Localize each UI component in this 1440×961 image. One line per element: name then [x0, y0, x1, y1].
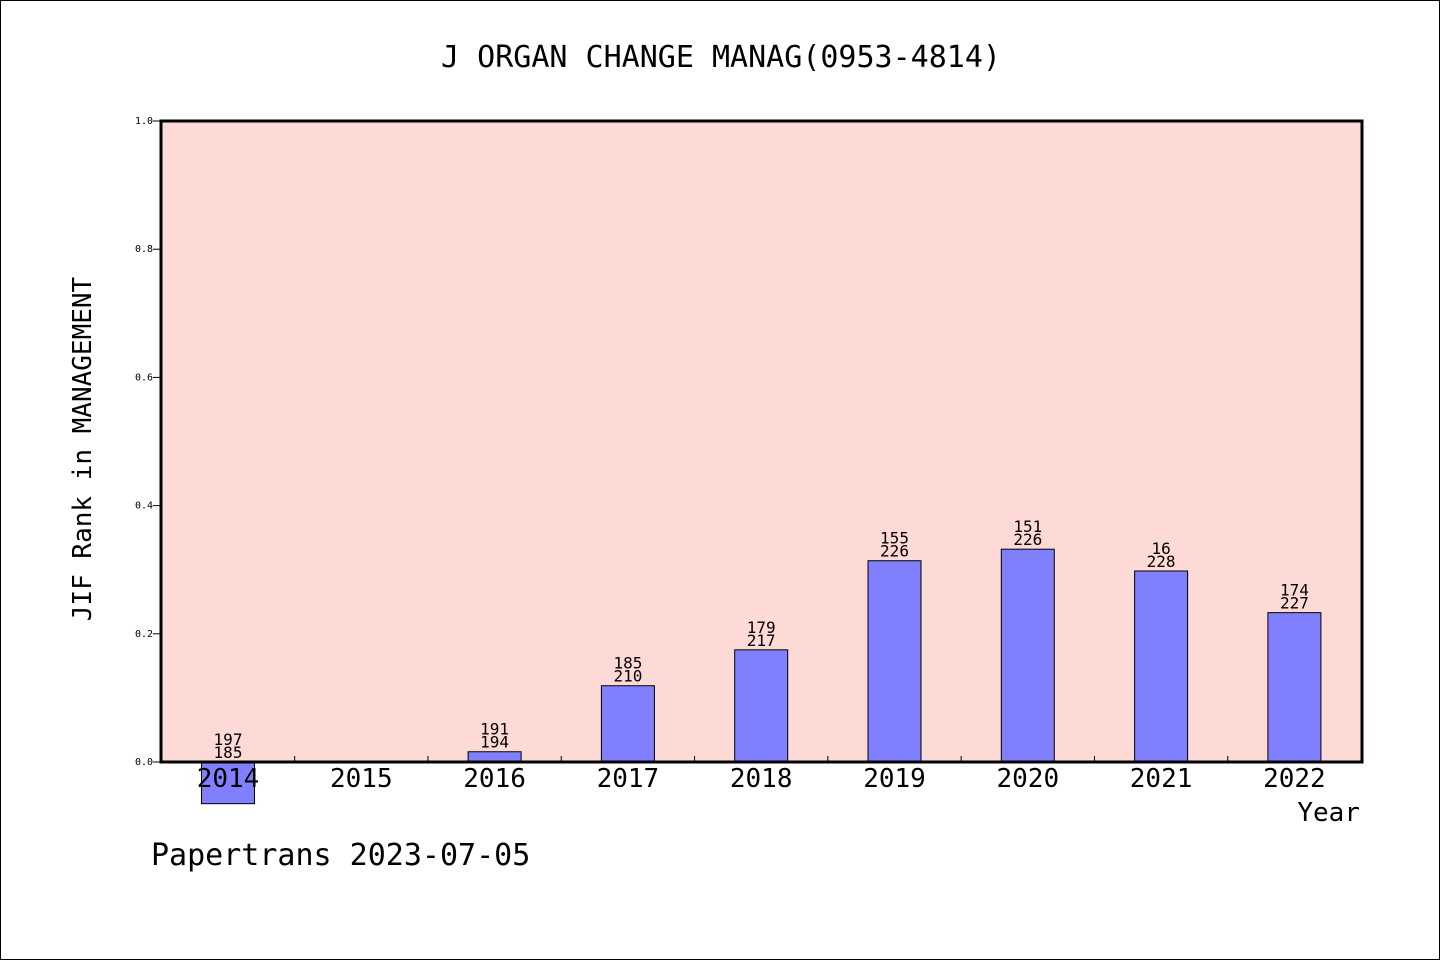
footer-credit: Papertrans 2023-07-05 — [151, 838, 530, 873]
bar-label-total-2019: 226 — [880, 542, 909, 561]
bar-label-rank-2014: 197 — [214, 730, 243, 749]
y-tick-label: 0.0 — [135, 757, 153, 768]
bar-2014 — [201, 761, 255, 805]
y-tick-label: 0.6 — [135, 372, 153, 383]
bar-2018 — [734, 649, 789, 763]
y-tick-label: 0.8 — [135, 244, 153, 255]
bar-2019 — [867, 560, 922, 763]
y-axis-label: JIF Rank in MANAGEMENT — [68, 276, 98, 621]
y-tick-label: 1.0 — [135, 116, 153, 127]
bar-label-rank-2022: 174 — [1280, 581, 1309, 600]
bar-label-total-2016: 194 — [480, 733, 509, 752]
x-axis-label: Year — [1297, 798, 1360, 828]
plot-border — [159, 119, 1364, 764]
x-tick-label-2018: 2018 — [730, 764, 793, 794]
bar-label-rank-2021: 16 — [1151, 539, 1170, 558]
bar-label-total-2017: 210 — [613, 667, 642, 686]
x-tick-label-2014: 2014 — [197, 764, 260, 794]
x-tick-label-2021: 2021 — [1130, 764, 1193, 794]
x-tick-label-2015: 2015 — [330, 764, 393, 794]
x-tick-label-2019: 2019 — [863, 764, 926, 794]
x-tick-label-2016: 2016 — [463, 764, 526, 794]
bar-2022 — [1267, 612, 1322, 763]
bar-label-rank-2017: 185 — [613, 654, 642, 673]
x-tick-label-2022: 2022 — [1263, 764, 1326, 794]
y-tick-label: 0.4 — [135, 501, 153, 512]
chart-title: J ORGAN CHANGE MANAG(0953-4814) — [441, 40, 1001, 75]
bar-2021 — [1134, 570, 1189, 763]
bar-label-total-2014: 185 — [214, 743, 243, 762]
x-tick-label-2017: 2017 — [597, 764, 660, 794]
bar-label-total-2020: 226 — [1013, 530, 1042, 549]
x-tick-label-2020: 2020 — [996, 764, 1059, 794]
bar-label-rank-2020: 151 — [1013, 517, 1042, 536]
bar-2016 — [467, 751, 522, 763]
bar-label-rank-2016: 191 — [480, 720, 509, 739]
bar-label-total-2018: 217 — [747, 631, 776, 650]
bar-label-total-2022: 227 — [1280, 594, 1309, 613]
bar-2020 — [1000, 548, 1055, 763]
bar-label-total-2021: 228 — [1147, 552, 1176, 571]
y-tick-label: 0.2 — [135, 629, 153, 640]
bar-2017 — [600, 685, 655, 763]
bar-label-rank-2018: 179 — [747, 618, 776, 637]
bar-label-rank-2019: 155 — [880, 529, 909, 548]
